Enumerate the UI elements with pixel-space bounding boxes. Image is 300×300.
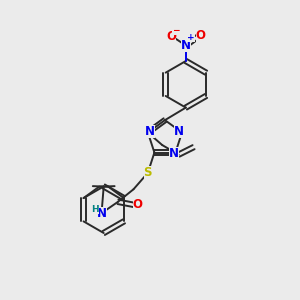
Text: O: O [196,29,206,42]
Text: N: N [145,125,155,138]
Text: N: N [169,147,179,160]
Text: N: N [174,125,184,138]
Text: N: N [181,39,191,52]
Text: −: − [172,26,180,35]
Text: N: N [97,207,106,220]
Text: H: H [91,205,99,214]
Text: S: S [144,167,152,179]
Text: O: O [166,30,176,43]
Text: O: O [133,198,143,211]
Text: +: + [188,33,195,42]
